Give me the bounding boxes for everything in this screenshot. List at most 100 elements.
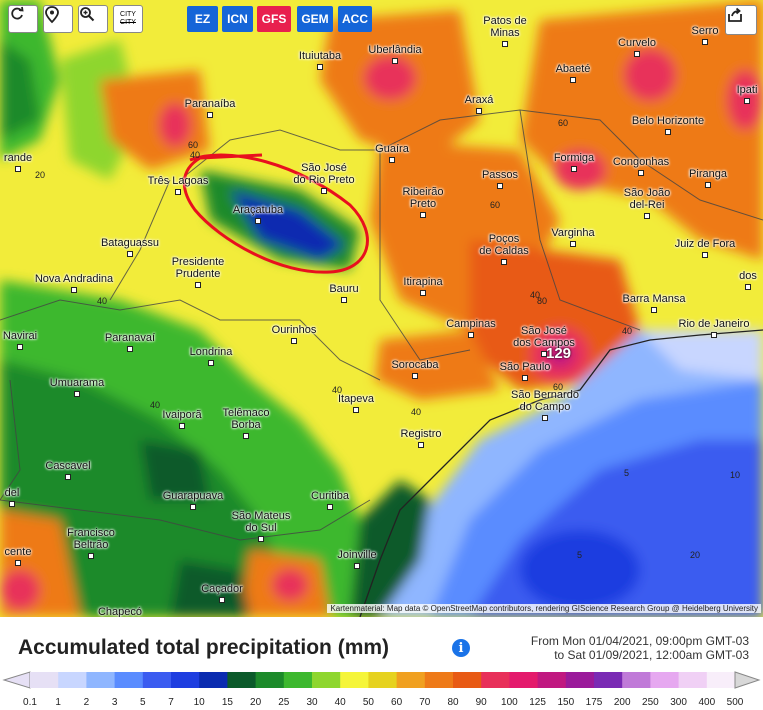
city-label: Joinville xyxy=(337,549,376,561)
legend-tick-label: 20 xyxy=(250,697,262,708)
city-label: Belo Horizonte xyxy=(632,115,704,127)
model-button-gem[interactable]: GEM xyxy=(297,6,333,32)
city-label: Itapeva xyxy=(338,393,374,405)
city-label: Bataguassu xyxy=(101,237,159,249)
legend-swatch xyxy=(30,672,59,688)
legend-swatch xyxy=(537,672,567,688)
city-marker xyxy=(644,213,650,219)
city-label: Formiga xyxy=(554,152,594,164)
city-marker xyxy=(501,259,507,265)
city-name-line2: del-Rei xyxy=(629,199,665,211)
city-label: Londrina xyxy=(190,346,233,358)
city-marker xyxy=(497,183,503,189)
city-label: Caçador xyxy=(201,583,243,595)
city-name: Ivaiporã xyxy=(162,409,202,421)
city-name: Juiz de Fora xyxy=(674,238,736,250)
city-label: Juiz de Fora xyxy=(675,238,736,250)
refresh-button[interactable] xyxy=(8,5,38,33)
city-marker xyxy=(418,442,424,448)
city-label: Chapecó xyxy=(98,606,142,617)
refresh-icon xyxy=(11,6,24,20)
legend-tick-label: 175 xyxy=(585,697,603,708)
zoom-button[interactable] xyxy=(78,5,108,33)
legend-tick-label: 30 xyxy=(306,697,318,708)
contour-label: 40 xyxy=(332,385,343,395)
model-button-gfs[interactable]: GFS xyxy=(257,6,291,32)
contour-label: 10 xyxy=(730,470,741,480)
city-label: Araçatuba xyxy=(233,204,283,216)
city-marker xyxy=(207,112,213,118)
city-label: Bauru xyxy=(329,283,358,295)
legend-tick-label: 2 xyxy=(83,697,90,708)
city-name: Londrina xyxy=(189,346,233,358)
share-button[interactable] xyxy=(725,5,757,35)
city-name: Araçatuba xyxy=(232,204,284,216)
city-marker xyxy=(88,553,94,559)
city-marker xyxy=(190,504,196,510)
city-name: Chapecó xyxy=(97,606,143,617)
legend-swatch xyxy=(453,672,482,688)
city-label: Passos xyxy=(482,169,518,181)
legend-tick-label: 250 xyxy=(642,697,659,708)
city-name: Ribeirão xyxy=(402,186,444,198)
city-label: São Bernardo do Campo xyxy=(511,389,579,413)
city-name: Paranaíba xyxy=(184,98,236,110)
city-name: Paranavaí xyxy=(104,332,156,344)
legend-tick-label: 90 xyxy=(475,697,487,708)
legend-swatch xyxy=(396,672,426,688)
city-marker xyxy=(255,218,261,224)
city-label: Registro xyxy=(401,428,442,440)
city-marker xyxy=(175,189,181,195)
contour-label: 40 xyxy=(150,400,161,410)
legend-min-arrow xyxy=(2,671,31,689)
legend-swatch xyxy=(650,672,680,688)
city-label: Piranga xyxy=(689,168,727,180)
contour-label: 40 xyxy=(622,326,633,336)
city-name: Joinville xyxy=(337,549,377,561)
legend-tick-label: 3 xyxy=(111,697,118,708)
city-label: Umuarama xyxy=(50,377,104,389)
legend-tick-label: 150 xyxy=(557,697,575,708)
model-button-icn[interactable]: ICN xyxy=(222,6,253,32)
legend-tick-label: 400 xyxy=(698,697,716,708)
info-icon[interactable]: i xyxy=(452,639,470,657)
city-marker xyxy=(317,64,323,70)
city-marker xyxy=(705,182,711,188)
precipitation-map[interactable]: CITY CITY EZ ICN GFS GEM ACC Patos de Minas Ub… xyxy=(0,0,763,617)
city-label: Cascavel xyxy=(45,460,90,472)
model-button-acc[interactable]: ACC xyxy=(338,6,372,32)
city-name: Registro xyxy=(400,428,442,440)
city-name-line2: do Campo xyxy=(519,401,571,413)
city-marker xyxy=(702,252,708,258)
city-name: Itapeva xyxy=(337,393,375,405)
city-marker xyxy=(744,98,750,104)
legend-tick-label: 80 xyxy=(447,697,459,708)
city-label: São José do Rio Preto xyxy=(293,162,354,186)
marker-button[interactable] xyxy=(43,5,73,33)
city-name: Cascavel xyxy=(45,460,91,472)
city-marker xyxy=(522,375,528,381)
legend-swatch xyxy=(424,672,454,688)
legend-swatch xyxy=(283,672,313,688)
city-name: Curitiba xyxy=(311,490,349,502)
city-name: del xyxy=(4,487,20,499)
contour-label: 40 xyxy=(530,290,541,300)
city-marker xyxy=(354,563,360,569)
city-name: Araxá xyxy=(464,94,494,106)
legend-tick-label: 0.1 xyxy=(23,697,37,708)
city-marker xyxy=(15,560,21,566)
city-label: Curvelo xyxy=(618,37,656,49)
contour-label: 20 xyxy=(690,550,701,560)
city-toggle-button[interactable]: CITY CITY xyxy=(113,5,143,33)
city-marker xyxy=(420,212,426,218)
date-range: From Mon 01/04/2021, 09:00pm GMT-03 to S… xyxy=(531,634,749,662)
city-name: Serro xyxy=(691,25,719,37)
legend-swatch xyxy=(58,672,87,688)
legend-swatch xyxy=(368,672,398,688)
legend-tick-label: 1 xyxy=(55,697,61,708)
city-label: Navirai xyxy=(3,330,37,342)
city-name: Navirai xyxy=(2,330,38,342)
contour-label: 40 xyxy=(190,150,201,160)
city-name: Congonhas xyxy=(612,156,670,168)
model-button-ez[interactable]: EZ xyxy=(187,6,218,32)
